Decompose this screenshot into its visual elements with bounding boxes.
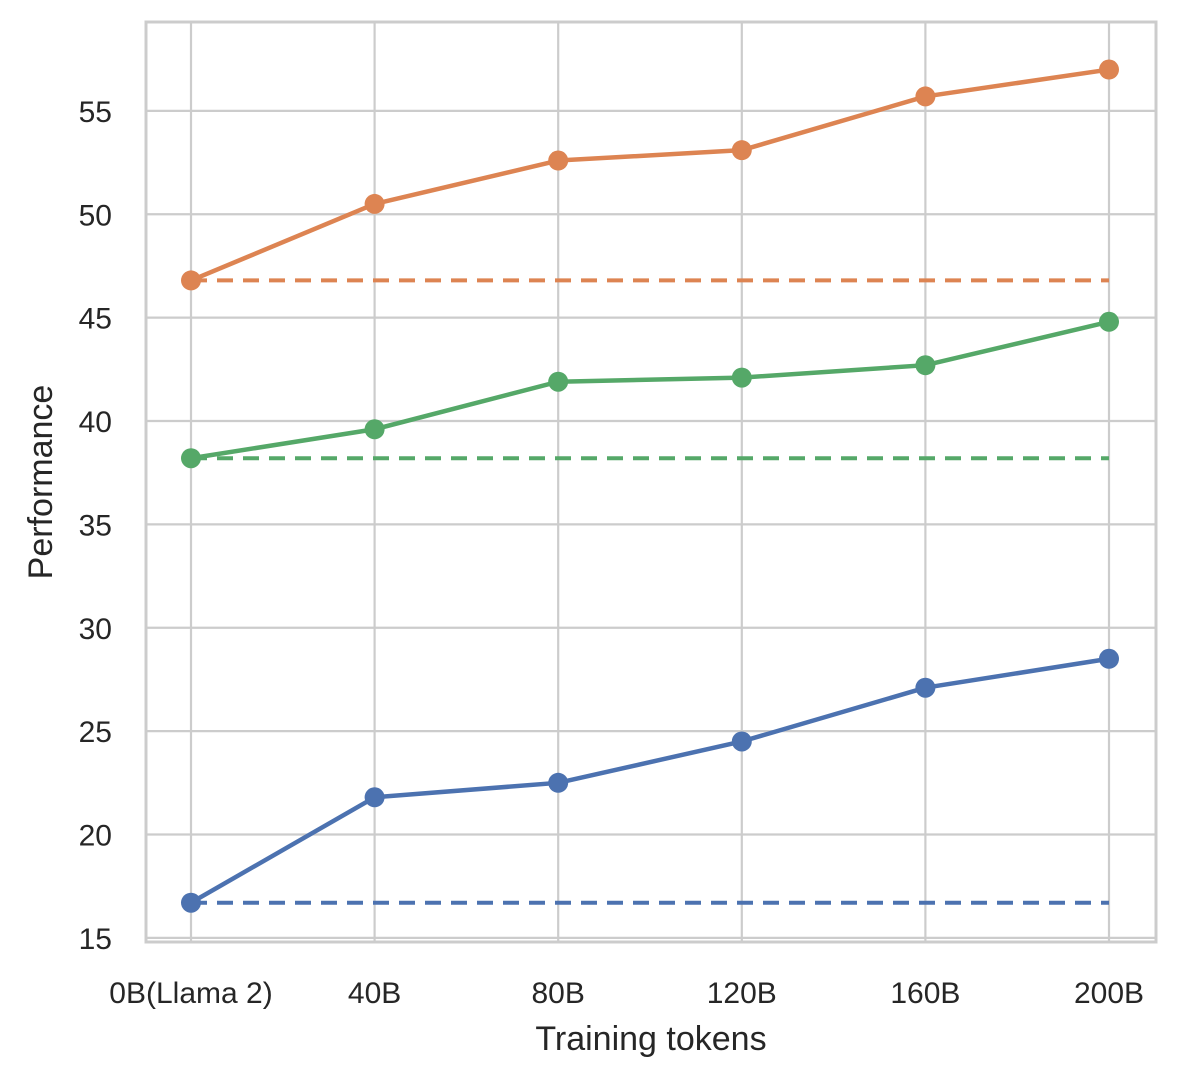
orange-series-line bbox=[188, 67, 1112, 283]
blue-point bbox=[548, 772, 569, 793]
orange-point bbox=[731, 140, 752, 161]
y-tick-label: 45 bbox=[79, 303, 112, 336]
blue-point bbox=[181, 892, 201, 913]
blue-point bbox=[915, 677, 936, 698]
green-point bbox=[1099, 311, 1119, 332]
y-tick-label: 15 bbox=[79, 923, 112, 956]
y-tick-label: 25 bbox=[79, 716, 112, 749]
green-point bbox=[731, 367, 752, 388]
orange-point bbox=[364, 193, 385, 214]
orange-point bbox=[181, 270, 201, 291]
x-tick-label: 40B bbox=[348, 977, 401, 1010]
y-tick-label: 55 bbox=[79, 96, 112, 129]
y-tick-label: 20 bbox=[79, 819, 112, 852]
x-tick-label: 80B bbox=[532, 977, 585, 1010]
blue-point bbox=[364, 787, 385, 808]
orange-point bbox=[915, 86, 936, 107]
series-layer bbox=[188, 67, 1112, 905]
blue-point bbox=[731, 731, 752, 752]
x-axis-label: Training tokens bbox=[535, 1020, 766, 1058]
x-tick-label: 0B(Llama 2) bbox=[109, 977, 272, 1010]
orange-point bbox=[548, 150, 569, 171]
tick-layer: 0B(Llama 2) 40B 80B 120B 160B 200B 15 20 25 30 35 4… bbox=[79, 96, 1144, 1010]
grid-layer bbox=[146, 22, 1156, 942]
green-point bbox=[915, 355, 936, 376]
y-axis-label: Performance bbox=[22, 385, 60, 580]
y-tick-label: 30 bbox=[79, 613, 112, 646]
green-point bbox=[548, 371, 569, 392]
y-tick-label: 40 bbox=[79, 406, 112, 439]
x-tick-label: 200B bbox=[1074, 977, 1144, 1010]
baseline-layer bbox=[191, 278, 1109, 905]
x-tick-label: 160B bbox=[890, 977, 960, 1010]
green-point bbox=[364, 419, 385, 440]
x-tick-label: 120B bbox=[707, 977, 777, 1010]
y-tick-label: 50 bbox=[79, 199, 112, 232]
marker-layer bbox=[181, 59, 1119, 913]
blue-series-line bbox=[188, 656, 1112, 905]
plot-frame bbox=[144, 20, 1158, 944]
green-point bbox=[181, 448, 201, 469]
green-series-line bbox=[188, 319, 1112, 461]
blue-point bbox=[1099, 648, 1119, 669]
orange-point bbox=[1099, 59, 1119, 80]
y-tick-label: 35 bbox=[79, 509, 112, 542]
